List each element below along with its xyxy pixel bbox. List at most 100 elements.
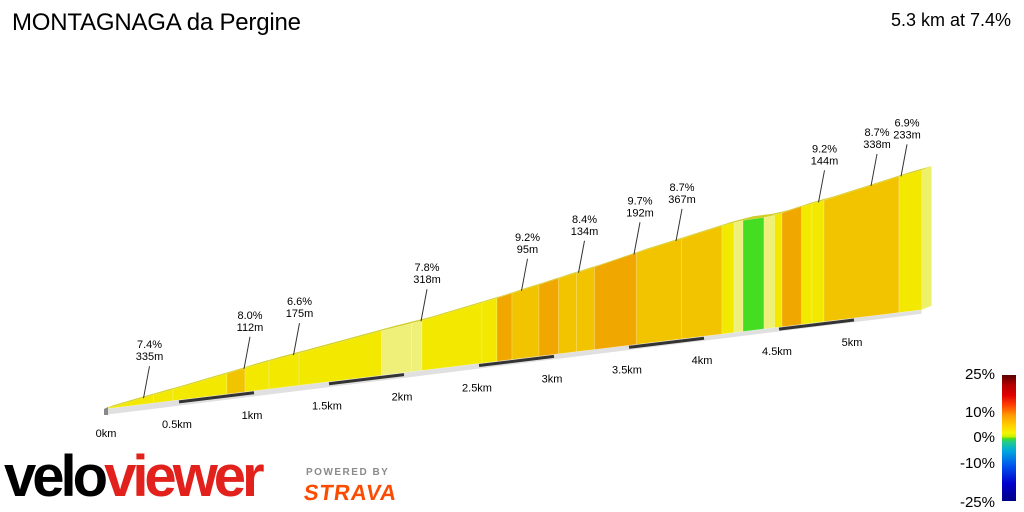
segment-length-label-1: 112m [237, 322, 264, 334]
gradient-band-12 [511, 284, 540, 360]
gradient-band-8 [411, 320, 423, 373]
gradient-band-top-1 [153, 385, 183, 395]
gradient-band-top-6 [299, 326, 392, 354]
gradient-band-top-11 [497, 289, 522, 299]
segment-length-label-10: 233m [893, 129, 921, 141]
chart-title: MONTAGNAGA da Pergine [12, 9, 301, 36]
segment-gradient-label-6: 9.7% [627, 195, 652, 207]
x-tick-0km: 0km [96, 428, 117, 440]
gradient-band-top-14 [558, 268, 587, 279]
gradient-band-15 [576, 266, 595, 353]
scale-label-0: 0% [973, 429, 995, 446]
segment-gradient-label-3: 7.8% [414, 262, 439, 274]
segment-length-label-0: 335m [136, 351, 164, 363]
gradient-band-top-27 [824, 172, 909, 201]
segment-length-label-4: 95m [517, 244, 538, 256]
gradient-band-28 [898, 169, 922, 313]
segment-length-label-6: 192m [626, 207, 654, 219]
gradient-color-scale [1002, 375, 1016, 501]
gradient-band-14 [558, 272, 577, 355]
callout-line-6 [633, 222, 641, 255]
gradient-band-11 [496, 292, 513, 362]
gradient-band-top-16 [594, 248, 647, 268]
logo-velo: velo [4, 444, 108, 509]
gradient-band-top-0 [104, 390, 164, 409]
gradient-band-top-24 [782, 202, 812, 213]
gradient-band-top-23 [774, 208, 792, 216]
scale-label-minus-10: -10% [959, 455, 995, 472]
segment-gradient-label-4: 9.2% [515, 232, 540, 244]
gradient-band-top-25 [801, 199, 822, 207]
climb-summary: 5.3 km at 7.4% [890, 10, 1011, 30]
gradient-band-26 [811, 199, 825, 324]
gradient-band-top-3 [227, 363, 255, 374]
x-tick-4km: 4km [692, 355, 713, 367]
x-tick-1km: 1km [242, 410, 263, 422]
callout-line-9 [870, 153, 878, 187]
powered-by-label: POWERED BY [306, 467, 390, 478]
elevation-profile-chart: 0km 0.5km 1km 1.5km 2km 2.5km 3km 3.5km 4km 4.5km… [96, 117, 932, 440]
segment-gradient-label-9: 8.7% [864, 127, 889, 139]
distance-band-1 [178, 391, 255, 404]
segment-gradient-label-8: 9.2% [812, 143, 837, 155]
gradient-band-17 [636, 238, 682, 345]
distance-band-5 [478, 354, 555, 367]
gradient-band-top-22 [764, 211, 785, 218]
gradient-band-10 [481, 297, 498, 364]
gradient-band-top-18 [681, 221, 732, 239]
gradient-band-18 [681, 225, 723, 340]
gradient-band-top-15 [576, 263, 605, 273]
x-tick-4.5km: 4.5km [762, 346, 792, 358]
veloviewer-logo: veloviewer [4, 448, 265, 506]
callout-line-10 [900, 144, 908, 177]
x-tick-2km: 2km [392, 392, 413, 404]
gradient-band-23 [774, 212, 783, 328]
callout-line-7 [675, 208, 683, 242]
callout-line-3 [420, 289, 428, 322]
scale-label-25: 25% [964, 366, 995, 383]
distance-band-7 [628, 336, 705, 349]
gradient-band-27 [823, 175, 900, 322]
gradient-band-13 [538, 277, 559, 357]
gradient-band-top-9 [422, 298, 492, 321]
x-tick-3.5km: 3.5km [612, 364, 642, 376]
segment-length-label-8: 144m [811, 155, 839, 167]
segment-gradient-label-2: 6.6% [287, 296, 312, 308]
gradient-band-5 [268, 352, 300, 390]
profile-end-face [921, 166, 932, 310]
segment-gradient-label-5: 8.4% [572, 214, 597, 226]
gradient-band-21 [742, 217, 765, 332]
segment-length-label-2: 175m [286, 308, 314, 320]
strava-logo: STRAVA [302, 480, 400, 505]
segment-length-label-5: 134m [571, 226, 599, 238]
profile-start-face [104, 407, 108, 415]
scale-label-minus-25: -25% [959, 494, 995, 511]
callout-line-8 [818, 170, 825, 203]
gradient-band-25 [801, 203, 813, 325]
gradient-band-top-7 [381, 319, 422, 331]
gradient-band-top-26 [812, 196, 834, 204]
callout-line-0 [143, 366, 150, 399]
scale-label-10: 10% [964, 404, 995, 421]
gradient-band-24 [781, 206, 802, 328]
distance-band-3 [328, 373, 405, 386]
gradient-band-top-2 [173, 369, 237, 390]
gradient-band-16 [594, 252, 637, 350]
gradient-band-top-13 [539, 274, 569, 285]
gradient-band-top-4 [245, 357, 279, 368]
gradient-band-top-10 [482, 294, 507, 303]
gradient-band-22 [763, 214, 775, 330]
gradient-band-top-19 [722, 218, 744, 226]
segment-gradient-label-0: 7.4% [137, 339, 162, 351]
x-tick-1.5km: 1.5km [312, 401, 342, 413]
segment-gradient-label-7: 8.7% [669, 182, 694, 194]
segment-gradient-label-1: 8.0% [237, 310, 262, 322]
distance-band-9 [778, 318, 855, 331]
gradient-band-top-28 [899, 166, 932, 177]
x-tick-2.5km: 2.5km [462, 383, 492, 395]
segment-length-label-3: 318m [413, 274, 441, 286]
callout-line-2 [293, 323, 300, 356]
callout-line-1 [243, 336, 251, 369]
callout-line-4 [521, 258, 528, 291]
gradient-band-4 [244, 360, 270, 393]
